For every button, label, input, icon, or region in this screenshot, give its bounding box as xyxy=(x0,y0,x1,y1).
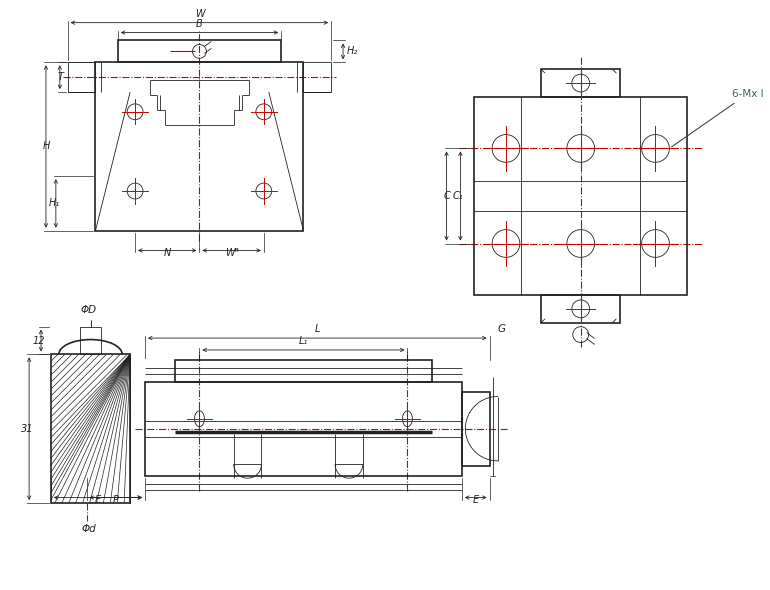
Bar xyxy=(79,327,102,355)
Text: E: E xyxy=(95,496,101,506)
Text: H: H xyxy=(42,142,50,152)
Text: B: B xyxy=(196,19,203,28)
Bar xyxy=(541,295,621,323)
Text: 12: 12 xyxy=(32,336,45,346)
Text: ΦD: ΦD xyxy=(81,305,96,315)
Text: N: N xyxy=(164,248,171,258)
Bar xyxy=(541,69,621,97)
Text: E: E xyxy=(473,496,479,506)
Bar xyxy=(95,63,303,231)
Text: H₂: H₂ xyxy=(347,47,358,57)
Text: 6-Mx l: 6-Mx l xyxy=(671,89,763,147)
Bar xyxy=(175,360,432,382)
Text: W: W xyxy=(195,9,204,19)
Text: 31: 31 xyxy=(21,424,33,434)
Text: G: G xyxy=(497,324,506,334)
Text: Φd: Φd xyxy=(81,524,96,534)
Bar xyxy=(118,41,281,63)
Text: L₁: L₁ xyxy=(299,336,308,346)
Text: H₁: H₁ xyxy=(49,198,60,208)
Text: P: P xyxy=(113,496,119,506)
Text: L: L xyxy=(315,324,320,334)
Text: C: C xyxy=(444,191,450,201)
Bar xyxy=(68,63,95,92)
Bar xyxy=(303,63,331,92)
Bar xyxy=(145,382,462,476)
Bar xyxy=(51,355,130,503)
Text: T: T xyxy=(58,72,64,82)
Bar xyxy=(462,392,490,466)
Text: Wᴿ: Wᴿ xyxy=(225,248,239,258)
Text: C₁: C₁ xyxy=(453,191,464,201)
Bar xyxy=(474,97,687,295)
